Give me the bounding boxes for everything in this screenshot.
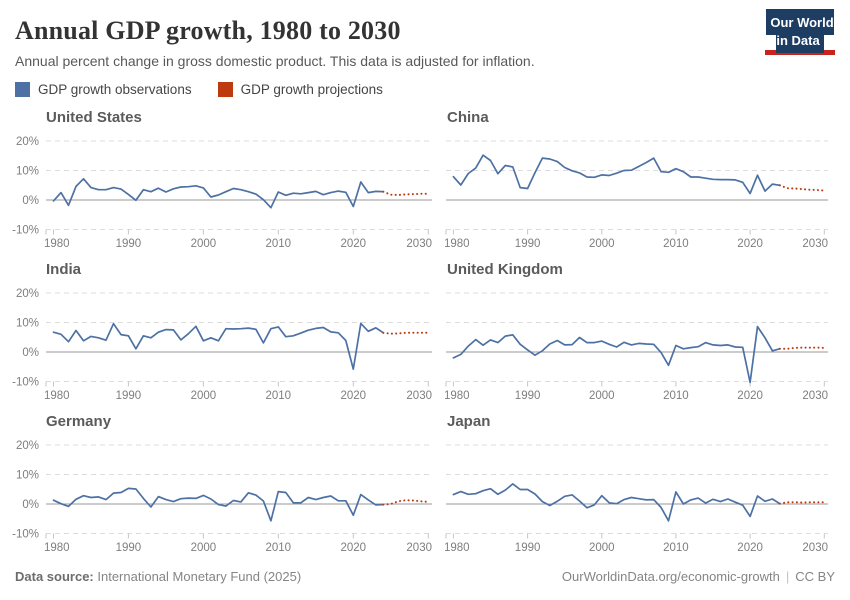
svg-text:2010: 2010 xyxy=(266,542,292,554)
legend-item-observations: GDP growth observations xyxy=(15,81,192,97)
chart-plot-japan: 1980 1990 2000 2010 2020 2030 xyxy=(444,444,828,554)
chart-panel-india: India 20% 10% 0% -10% 1980 1990 2000 2010 2020 203… xyxy=(8,261,433,410)
chart-panel-japan: Japan 1980 1990 2000 2010 2020 2030 xyxy=(444,412,830,562)
svg-text:-10%: -10% xyxy=(12,528,39,540)
svg-text:2000: 2000 xyxy=(191,238,217,250)
chart-panel-china: China 1980 1990 2000 2010 2020 2030 xyxy=(444,108,830,258)
svg-text:2000: 2000 xyxy=(191,390,217,402)
projections-legend-label: GDP growth projections xyxy=(240,81,383,97)
svg-text:1990: 1990 xyxy=(116,390,142,402)
chart-row: India 20% 10% 0% -10% 1980 1990 2000 2010 2020 203… xyxy=(8,261,835,410)
svg-text:1990: 1990 xyxy=(515,542,541,554)
chart-plot-germany: 20% 10% 0% -10% 1980 1990 2000 2010 2020 2030 xyxy=(12,440,432,554)
svg-text:2020: 2020 xyxy=(737,542,763,554)
chart-row: United States 20% 10% 0% -10% 1980 1990 2000 201… xyxy=(8,109,835,258)
svg-text:2020: 2020 xyxy=(341,238,367,250)
svg-text:2000: 2000 xyxy=(589,390,615,402)
footer-links: OurWorldinData.org/economic-growth | CC BY xyxy=(562,569,835,584)
svg-text:1980: 1980 xyxy=(445,390,470,402)
svg-text:2030: 2030 xyxy=(802,390,828,402)
chart-row: Germany 20% 10% 0% -10% 1980 1990 2000 2010 2020 2… xyxy=(8,413,835,562)
svg-text:1980: 1980 xyxy=(44,238,70,250)
svg-text:0%: 0% xyxy=(22,347,39,359)
svg-text:20%: 20% xyxy=(16,136,39,148)
chart-title-germany: Germany xyxy=(46,412,112,430)
chart-title-china: China xyxy=(447,108,489,126)
chart-plot-china: 1980 1990 2000 2010 2020 2030 xyxy=(444,140,828,250)
svg-text:2030: 2030 xyxy=(406,238,432,250)
svg-text:2020: 2020 xyxy=(341,542,367,554)
svg-text:20%: 20% xyxy=(16,440,39,452)
svg-text:2020: 2020 xyxy=(737,390,763,402)
page-title: Annual GDP growth, 1980 to 2030 xyxy=(15,16,401,45)
chart-panel-germany: Germany 20% 10% 0% -10% 1980 1990 2000 2010 2020 2… xyxy=(8,413,433,562)
charts-grid: United States 20% 10% 0% -10% 1980 1990 2000 201… xyxy=(8,109,835,565)
svg-text:2000: 2000 xyxy=(191,542,217,554)
svg-text:2030: 2030 xyxy=(406,390,432,402)
svg-text:-10%: -10% xyxy=(12,376,39,388)
svg-text:-10%: -10% xyxy=(12,224,39,236)
svg-text:2000: 2000 xyxy=(589,542,615,554)
svg-text:20%: 20% xyxy=(16,288,39,300)
svg-text:10%: 10% xyxy=(16,469,39,481)
svg-text:2010: 2010 xyxy=(663,238,689,250)
chart-plot-united-states: 20% 10% 0% -10% 1980 1990 2000 2010 2020 2030 xyxy=(12,136,432,250)
svg-text:2030: 2030 xyxy=(802,542,828,554)
svg-text:2000: 2000 xyxy=(589,238,615,250)
svg-text:2030: 2030 xyxy=(802,238,828,250)
svg-text:1990: 1990 xyxy=(515,390,541,402)
svg-text:2010: 2010 xyxy=(663,390,689,402)
owid-logo-line1: Our World xyxy=(770,15,834,30)
svg-text:1990: 1990 xyxy=(116,542,142,554)
chart-title-united-kingdom: United Kingdom xyxy=(447,260,563,278)
svg-text:2030: 2030 xyxy=(406,542,432,554)
chart-plot-united-kingdom: 1980 1990 2000 2010 2020 2030 xyxy=(444,292,828,402)
chart-title-india: India xyxy=(46,260,82,278)
owid-url-link[interactable]: OurWorldinData.org/economic-growth xyxy=(561,569,780,584)
owid-logo-box: Our World in Data xyxy=(766,9,834,53)
chart-panel-united-kingdom: United Kingdom 1980 1990 2000 2010 2020 2030 xyxy=(444,260,830,410)
owid-logo-line2: in Data xyxy=(776,33,820,48)
svg-text:0%: 0% xyxy=(22,195,39,207)
chart-title-united-states: United States xyxy=(46,108,142,126)
header: Annual GDP growth, 1980 to 2030 Annual p… xyxy=(15,16,835,69)
data-source-label: Data source: xyxy=(15,569,94,584)
chart-plot-india: 20% 10% 0% -10% 1980 1990 2000 2010 2020 2030 xyxy=(12,288,432,402)
legend-item-projections: GDP growth projections xyxy=(217,81,383,97)
svg-text:2020: 2020 xyxy=(341,390,367,402)
data-source-value: International Monetary Fund (2025) xyxy=(97,569,302,584)
footer-separator: | xyxy=(785,569,790,584)
svg-text:0%: 0% xyxy=(22,499,39,511)
legend: GDP growth observations GDP growth proje… xyxy=(15,81,835,97)
chart-title-japan: Japan xyxy=(447,412,491,430)
svg-text:1980: 1980 xyxy=(44,390,70,402)
footer: Data source: International Monetary Fund… xyxy=(0,569,850,600)
data-source-line: Data source: International Monetary Fund… xyxy=(15,569,301,584)
svg-text:1980: 1980 xyxy=(445,542,470,554)
svg-text:1980: 1980 xyxy=(445,238,470,250)
svg-text:2010: 2010 xyxy=(663,542,689,554)
svg-text:2020: 2020 xyxy=(737,238,763,250)
svg-text:2010: 2010 xyxy=(266,390,292,402)
svg-text:1990: 1990 xyxy=(116,238,142,250)
svg-text:1980: 1980 xyxy=(44,542,70,554)
svg-text:10%: 10% xyxy=(16,317,39,329)
observations-color-swatch xyxy=(15,81,30,97)
projections-color-swatch xyxy=(217,81,233,97)
chart-panel-united-states: United States 20% 10% 0% -10% 1980 1990 2000 201… xyxy=(8,109,433,258)
page-subtitle: Annual percent change in gross domestic … xyxy=(15,52,535,69)
svg-text:1990: 1990 xyxy=(515,238,541,250)
observations-legend-label: GDP growth observations xyxy=(38,81,192,97)
svg-text:10%: 10% xyxy=(16,165,39,177)
license-link[interactable]: CC BY xyxy=(795,569,835,584)
owid-logo[interactable]: Our World in Data xyxy=(765,9,835,55)
svg-text:2010: 2010 xyxy=(266,238,292,250)
